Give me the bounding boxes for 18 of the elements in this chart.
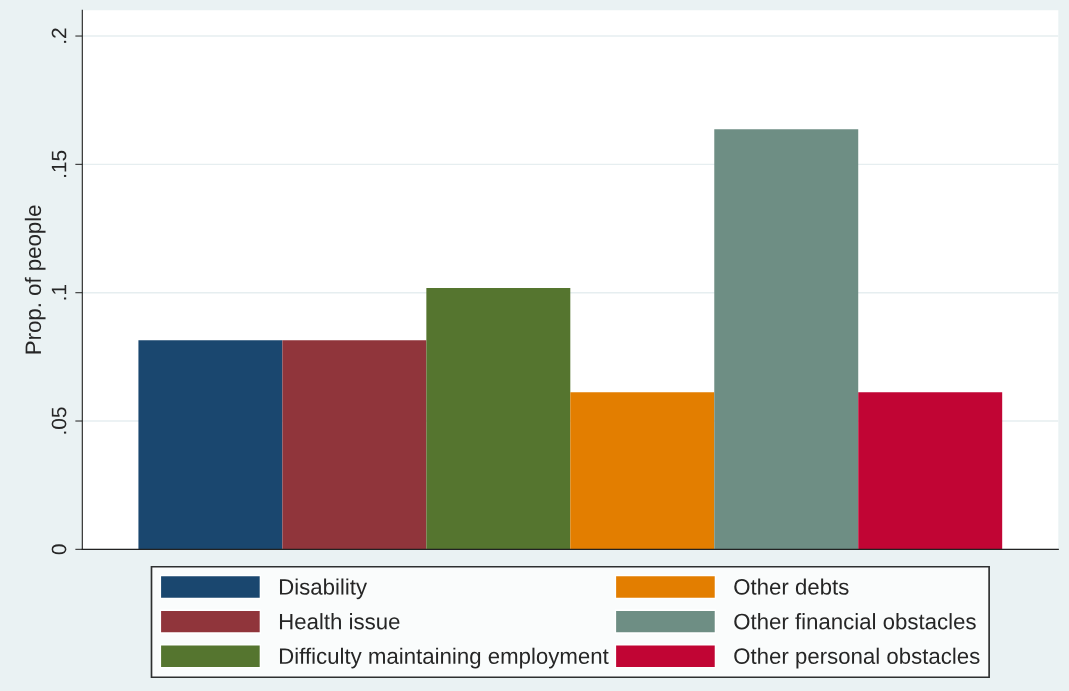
- legend-label: Health issue: [279, 613, 400, 630]
- legend-label: Other debts: [734, 578, 849, 595]
- bar: [570, 392, 715, 550]
- bar: [282, 340, 427, 550]
- legend-label: Other financial obstacles: [734, 613, 976, 630]
- legend-label: Other personal obstacles: [734, 647, 980, 669]
- bar: [858, 392, 1003, 550]
- y-tick-label: .15: [51, 150, 67, 177]
- y-tick-label: 0: [51, 544, 67, 555]
- legend-label: Disability: [279, 578, 368, 600]
- y-tick-label: .1: [51, 285, 67, 300]
- bar: [138, 340, 283, 550]
- bar: [426, 288, 571, 550]
- y-axis-title: Prop. of people: [24, 205, 46, 354]
- y-tick-label: .2: [51, 28, 67, 43]
- y-tick-label: .05: [51, 407, 67, 434]
- legend-label: Difficulty maintaining employment: [279, 647, 609, 669]
- bar: [714, 129, 859, 550]
